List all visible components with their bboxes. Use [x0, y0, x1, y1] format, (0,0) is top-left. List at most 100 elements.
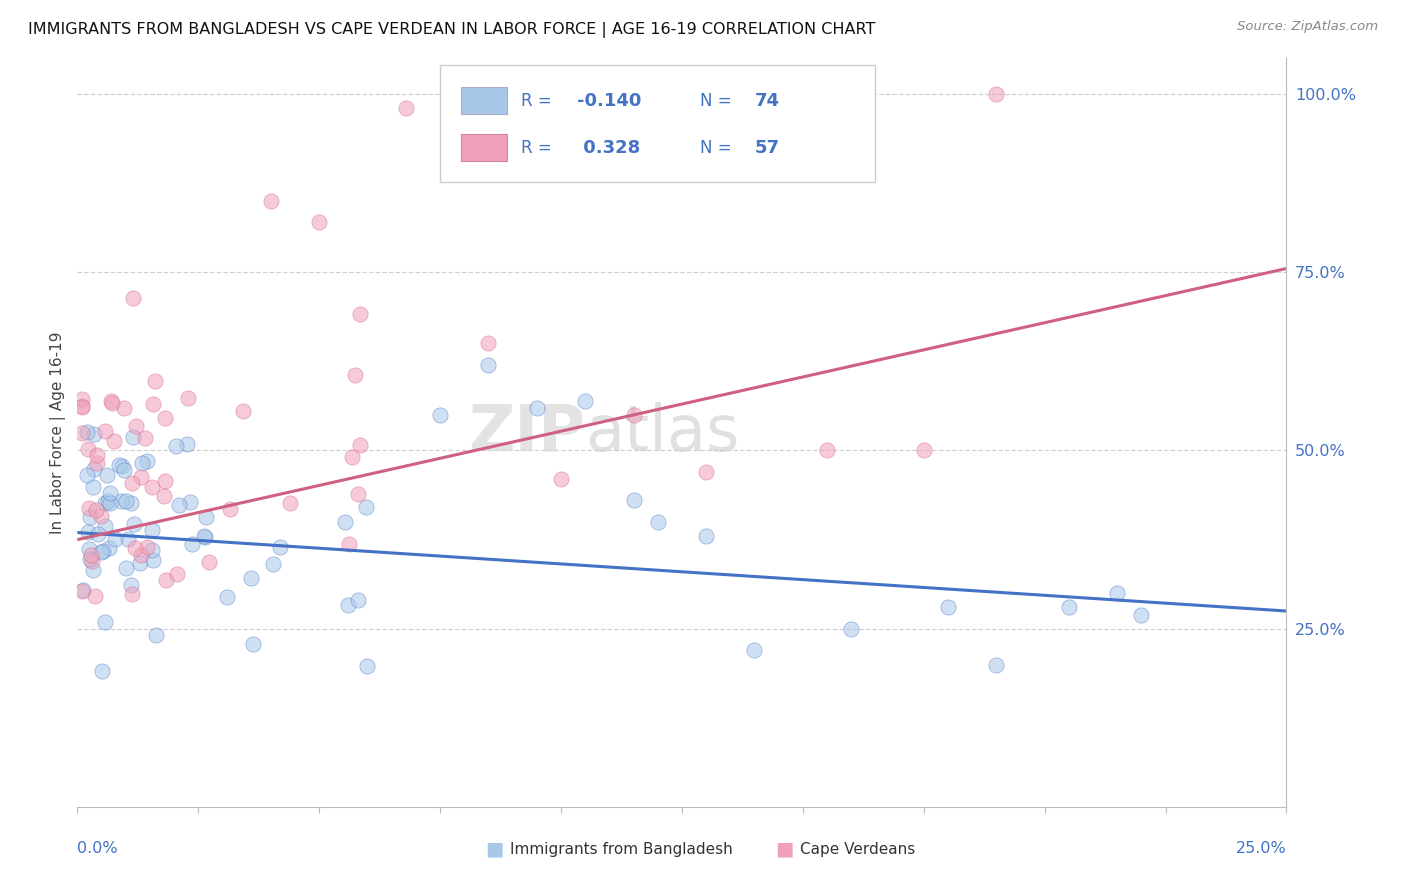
Point: [93, 615, 115, 630]
Point: [912, 443, 935, 458]
Point: [260, 194, 283, 208]
Point: [104, 532, 127, 546]
Point: [179, 495, 201, 509]
Point: [155, 573, 177, 587]
Point: [153, 411, 176, 425]
Point: [86, 448, 108, 462]
Point: [262, 557, 284, 571]
Point: [395, 101, 418, 115]
Point: [70, 400, 93, 414]
Point: [477, 336, 499, 351]
Point: [82, 480, 104, 494]
Text: Source: ZipAtlas.com: Source: ZipAtlas.com: [1237, 20, 1378, 33]
Point: [181, 537, 204, 551]
Point: [70, 392, 93, 406]
Point: [354, 500, 377, 514]
Point: [70, 425, 93, 440]
Point: [136, 454, 159, 468]
Text: IMMIGRANTS FROM BANGLADESH VS CAPE VERDEAN IN LABOR FORCE | AGE 16-19 CORRELATIO: IMMIGRANTS FROM BANGLADESH VS CAPE VERDE…: [28, 22, 876, 38]
Point: [134, 431, 156, 445]
Point: [94, 519, 117, 533]
Text: ZIP: ZIP: [468, 401, 585, 464]
Point: [269, 540, 291, 554]
Text: 25.0%: 25.0%: [1236, 841, 1286, 856]
Point: [129, 470, 152, 484]
FancyBboxPatch shape: [440, 65, 876, 182]
Point: [131, 456, 153, 470]
Point: [108, 458, 131, 472]
Point: [153, 489, 176, 503]
Point: [90, 545, 112, 559]
Point: [76, 467, 98, 482]
Text: 57: 57: [755, 139, 779, 157]
Point: [356, 659, 378, 673]
Point: [219, 501, 242, 516]
Point: [177, 391, 200, 405]
Point: [153, 474, 176, 488]
Point: [623, 408, 645, 422]
Point: [96, 468, 118, 483]
Point: [80, 548, 103, 562]
Point: [166, 439, 188, 453]
Point: [142, 553, 165, 567]
Bar: [461, 87, 506, 114]
Point: [129, 556, 152, 570]
Bar: [461, 135, 506, 161]
Point: [936, 600, 959, 615]
Point: [308, 215, 330, 229]
Text: ■: ■: [775, 839, 794, 859]
Y-axis label: In Labor Force | Age 16-19: In Labor Force | Age 16-19: [51, 331, 66, 534]
Point: [142, 397, 165, 411]
Point: [121, 475, 143, 490]
Point: [526, 401, 548, 415]
Point: [117, 533, 139, 547]
Point: [77, 500, 100, 515]
Point: [232, 404, 254, 418]
Point: [429, 408, 451, 422]
Point: [239, 571, 262, 585]
Point: [340, 450, 363, 464]
Point: [77, 542, 100, 557]
Point: [215, 590, 238, 604]
Point: [343, 368, 366, 383]
Point: [349, 307, 371, 321]
Point: [141, 479, 163, 493]
Point: [143, 374, 166, 388]
Point: [114, 561, 136, 575]
Point: [100, 393, 122, 408]
Point: [1130, 607, 1153, 622]
Point: [82, 563, 104, 577]
Text: R =: R =: [522, 139, 557, 157]
Point: [100, 396, 122, 410]
Point: [346, 487, 368, 501]
Point: [550, 472, 572, 486]
Point: [337, 537, 360, 551]
Point: [122, 430, 145, 444]
Point: [477, 358, 499, 372]
Point: [349, 438, 371, 452]
Text: Immigrants from Bangladesh: Immigrants from Bangladesh: [510, 842, 733, 856]
Point: [124, 541, 146, 556]
Point: [125, 419, 148, 434]
Point: [86, 527, 108, 541]
Point: [112, 401, 135, 416]
Point: [194, 530, 217, 544]
Point: [141, 543, 163, 558]
Point: [333, 516, 356, 530]
Point: [198, 555, 221, 569]
Point: [574, 393, 596, 408]
Point: [815, 443, 838, 458]
Point: [79, 509, 101, 524]
Point: [135, 540, 157, 554]
Point: [86, 456, 108, 470]
Point: [93, 496, 115, 510]
Point: [84, 503, 107, 517]
Text: ■: ■: [485, 839, 505, 859]
Text: Cape Verdeans: Cape Verdeans: [800, 842, 915, 856]
Text: atlas: atlas: [585, 401, 740, 464]
Point: [336, 598, 359, 612]
Point: [100, 496, 122, 510]
Text: N =: N =: [700, 139, 737, 157]
Point: [70, 400, 93, 414]
Point: [94, 424, 117, 438]
